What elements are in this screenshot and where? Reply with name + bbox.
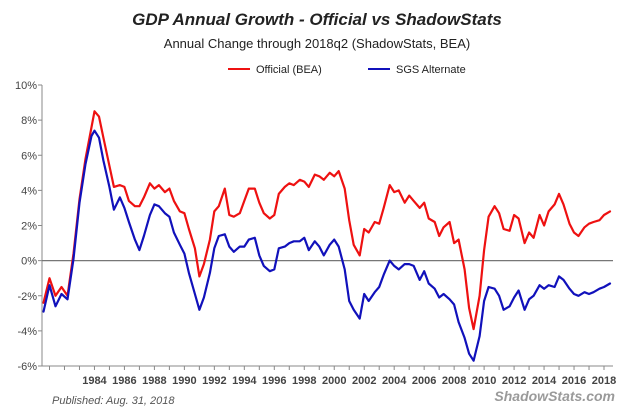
legend-sgs-label: SGS Alternate — [396, 64, 466, 76]
y-tick-label: 4% — [21, 185, 37, 197]
y-tick-label: 10% — [15, 80, 37, 92]
x-tick-label: 2002 — [352, 375, 376, 387]
published-date: Published: Aug. 31, 2018 — [52, 395, 175, 407]
x-tick-label: 2010 — [472, 375, 496, 387]
official-bea-line — [42, 110, 612, 331]
x-tick-label: 2012 — [502, 375, 526, 387]
x-tick-label: 1994 — [232, 375, 257, 387]
x-tick-label: 2006 — [412, 375, 436, 387]
legend: Official (BEA) SGS Alternate — [228, 64, 466, 76]
x-tick-label: 2014 — [532, 375, 557, 387]
x-tick-label: 1990 — [172, 375, 196, 387]
x-tick-label: 1996 — [262, 375, 286, 387]
x-tick-label: 1986 — [112, 375, 136, 387]
y-tick-label: -2% — [17, 291, 37, 303]
x-tick-label: 2004 — [382, 375, 407, 387]
brand-watermark: ShadowStats.com — [494, 388, 615, 404]
y-tick-label: 6% — [21, 150, 37, 162]
y-tick-label: 8% — [21, 115, 37, 127]
x-tick-label: 2000 — [322, 375, 346, 387]
y-tick-label: 0% — [21, 256, 37, 268]
x-tick-label: 1988 — [142, 375, 166, 387]
x-tick-label: 2016 — [562, 375, 586, 387]
sgs-alternate-line — [42, 129, 612, 362]
y-tick-label: 2% — [21, 221, 37, 233]
x-tick-label: 2018 — [592, 375, 616, 387]
y-tick-label: -6% — [17, 361, 37, 373]
chart-subtitle: Annual Change through 2018q2 (ShadowStat… — [164, 36, 470, 51]
x-tick-label: 1984 — [82, 375, 107, 387]
y-axis: -6% -4% -2% 0% 2% 4% 6% 8% 10% — [15, 80, 43, 373]
plot-area — [42, 110, 613, 362]
y-tick-label: -4% — [17, 326, 37, 338]
x-axis: 1984 1986 1988 1990 1992 1994 1996 1998 2000 2002… — [42, 365, 616, 387]
legend-official-label: Official (BEA) — [256, 64, 322, 76]
chart-title: GDP Annual Growth - Official vs ShadowSt… — [132, 10, 502, 29]
x-tick-label: 1992 — [202, 375, 226, 387]
x-tick-label: 1998 — [292, 375, 316, 387]
x-tick-label: 2008 — [442, 375, 466, 387]
